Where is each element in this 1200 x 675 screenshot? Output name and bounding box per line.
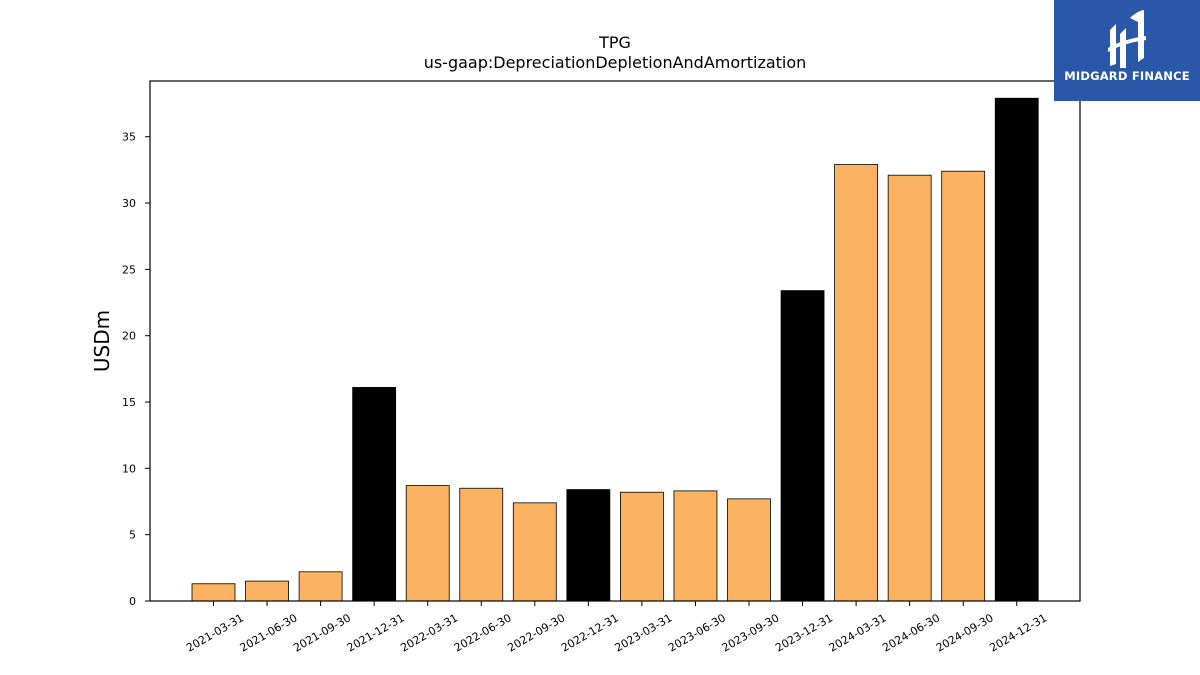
chart-title: TPG — [598, 33, 631, 52]
bar-2024-09-30 — [941, 170, 986, 602]
x-tick-label: 2021-06-30 — [238, 611, 300, 654]
x-tick-label: 2022-12-31 — [559, 611, 621, 654]
bar-2023-09-30 — [727, 498, 771, 602]
x-tick-label: 2023-03-31 — [613, 611, 675, 654]
bar-2021-06-30 — [245, 580, 289, 602]
midgard-logo-icon — [1108, 10, 1146, 68]
bar-2024-06-30 — [887, 174, 932, 602]
x-tick-label: 2024-09-30 — [934, 611, 996, 654]
y-tick-label: 5 — [129, 529, 136, 542]
chart-subtitle: us-gaap:DepreciationDepletionAndAmortiza… — [424, 53, 807, 72]
bar-2023-06-30 — [673, 490, 718, 602]
x-tick-label: 2024-03-31 — [827, 611, 889, 654]
bar-2022-06-30 — [459, 487, 504, 602]
bars-group — [191, 97, 1039, 602]
y-tick-label: 0 — [129, 595, 136, 608]
x-tick-label: 2023-06-30 — [666, 611, 728, 654]
bar-2021-09-30 — [298, 571, 343, 602]
x-tick-label: 2024-06-30 — [880, 611, 942, 654]
y-tick-label: 15 — [122, 396, 136, 409]
x-tick-label: 2022-09-30 — [505, 611, 567, 654]
y-tick-label: 30 — [122, 197, 136, 210]
bar-2022-09-30 — [512, 502, 557, 602]
y-axis-ticks: 0 5 10 15 20 25 30 35 — [122, 131, 150, 608]
x-tick-label: 2023-09-30 — [720, 611, 782, 654]
y-tick-label: 25 — [122, 263, 136, 276]
x-tick-label: 2021-03-31 — [184, 611, 246, 654]
x-tick-label: 2023-12-31 — [773, 611, 835, 654]
bar-2022-03-31 — [405, 485, 450, 602]
y-tick-label: 10 — [122, 462, 136, 475]
plot-frame — [149, 80, 1081, 602]
bar-2021-12-31 — [352, 387, 397, 602]
y-axis-label: USDm — [90, 310, 114, 372]
bar-2023-12-31 — [780, 290, 825, 602]
x-tick-label: 2022-06-30 — [452, 611, 514, 654]
bar-2022-12-31 — [566, 489, 611, 602]
x-tick-label: 2024-12-31 — [987, 611, 1049, 654]
x-axis-ticks: 2021-03-312021-06-302021-09-302021-12-31… — [184, 601, 1049, 655]
logo-text: MIDGARD FINANCE — [1064, 69, 1190, 83]
x-tick-label: 2022-03-31 — [398, 611, 460, 654]
midgard-finance-logo: MIDGARD FINANCE — [1054, 0, 1200, 101]
bar-2021-03-31 — [191, 583, 236, 602]
x-tick-label: 2021-09-30 — [291, 611, 353, 654]
y-tick-label: 20 — [122, 330, 136, 343]
bar-2023-03-31 — [620, 491, 664, 602]
bar-2024-12-31 — [994, 97, 1039, 602]
bar-2024-03-31 — [834, 164, 878, 602]
x-tick-label: 2021-12-31 — [345, 611, 407, 654]
y-tick-label: 35 — [122, 131, 136, 144]
